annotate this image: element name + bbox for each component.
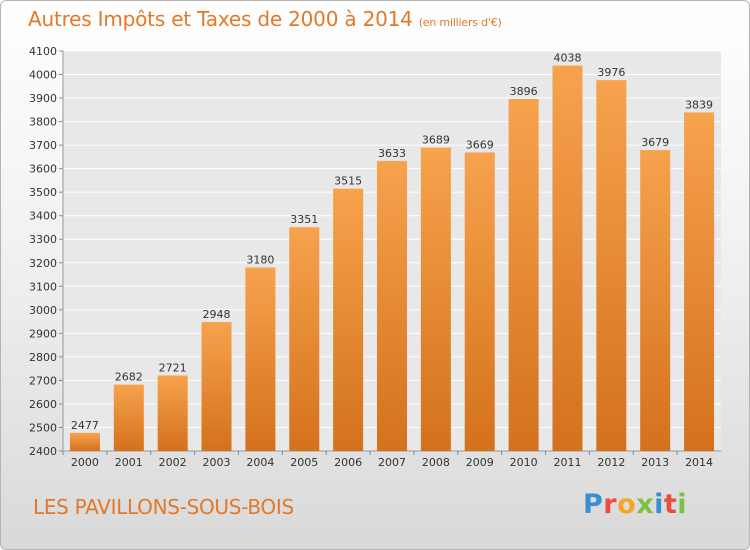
logo-letter: x — [636, 489, 655, 520]
x-tick-label: 2000 — [71, 456, 99, 469]
x-tick-label: 2010 — [510, 456, 538, 469]
bar-value-label: 3180 — [246, 253, 274, 266]
x-tick-label: 2005 — [290, 456, 318, 469]
y-tick-label: 3300 — [29, 233, 57, 246]
bar-2007 — [377, 160, 407, 451]
bar-value-label: 2948 — [203, 308, 231, 321]
bar-value-label: 3633 — [378, 147, 406, 160]
bar-2002 — [157, 375, 188, 451]
x-tick-label: 2011 — [553, 456, 581, 469]
bar-value-label: 3689 — [422, 134, 450, 147]
bar-value-label: 3679 — [641, 136, 669, 149]
logo-letter: t — [663, 489, 678, 520]
bar-2006 — [333, 188, 364, 451]
y-tick-label: 2500 — [29, 421, 57, 434]
x-tick-label: 2014 — [685, 456, 713, 469]
x-tick-label: 2008 — [422, 456, 450, 469]
x-tick-label: 2012 — [597, 456, 625, 469]
y-tick-label: 3800 — [29, 116, 57, 129]
bar-2004 — [245, 267, 276, 451]
bar-value-label: 3351 — [290, 213, 318, 226]
bar-2008 — [420, 147, 451, 452]
y-tick-label: 3000 — [29, 304, 57, 317]
y-tick-label: 3400 — [29, 210, 57, 223]
y-tick-label: 2400 — [29, 445, 57, 458]
y-tick-label: 3700 — [29, 139, 57, 152]
x-tick-label: 2003 — [203, 456, 231, 469]
x-tick-label: 2001 — [115, 456, 143, 469]
y-tick-label: 2600 — [29, 398, 57, 411]
proxiti-logo: Proxiti — [583, 489, 687, 520]
bar-value-label: 2477 — [71, 419, 99, 432]
y-tick-label: 3200 — [29, 257, 57, 270]
bar-2012 — [596, 80, 627, 452]
y-tick-label: 3900 — [29, 92, 57, 105]
x-tick-label: 2004 — [246, 456, 274, 469]
y-tick-label: 3100 — [29, 280, 57, 293]
y-tick-label: 4000 — [29, 69, 57, 82]
bar-value-label: 3515 — [334, 175, 362, 188]
logo-letter: i — [654, 489, 664, 520]
chart-title: Autres Impôts et Taxes de 2000 à 2014 (en… — [28, 7, 502, 31]
bar-2014 — [684, 112, 715, 451]
bar-value-label: 2721 — [159, 361, 187, 374]
logo-letter: r — [603, 489, 618, 520]
chart-subtitle: (en milliers d'€) — [418, 16, 502, 29]
x-tick-label: 2007 — [378, 456, 406, 469]
logo-letter: o — [617, 489, 637, 520]
bar-value-label: 4038 — [553, 52, 581, 65]
y-tick-label: 2700 — [29, 374, 57, 387]
bar-value-label: 3669 — [466, 138, 494, 151]
logo-letter: i — [677, 489, 688, 520]
bar-2001 — [113, 384, 144, 451]
y-tick-label: 2900 — [29, 327, 57, 340]
town-name: LES PAVILLONS-SOUS-BOIS — [33, 495, 294, 519]
y-tick-label: 3600 — [29, 163, 57, 176]
bar-2011 — [552, 65, 583, 452]
logo-letter: P — [583, 489, 604, 520]
bar-value-label: 3976 — [597, 66, 625, 79]
y-tick-label: 2800 — [29, 351, 57, 364]
bar-value-label: 3896 — [510, 85, 538, 98]
bar-2000 — [69, 432, 100, 451]
bar-value-label: 2682 — [115, 371, 143, 384]
x-tick-label: 2009 — [466, 456, 494, 469]
x-tick-label: 2006 — [334, 456, 362, 469]
x-tick-label: 2002 — [159, 456, 187, 469]
bar-value-label: 3839 — [685, 98, 713, 111]
bar-2009 — [464, 152, 495, 452]
bar-2003 — [201, 322, 232, 451]
y-tick-label: 3500 — [29, 186, 57, 199]
bar-2005 — [289, 227, 320, 451]
bar-2010 — [508, 99, 539, 451]
y-tick-label: 4100 — [29, 45, 57, 58]
x-tick-label: 2013 — [641, 456, 669, 469]
bar-2013 — [640, 150, 671, 451]
